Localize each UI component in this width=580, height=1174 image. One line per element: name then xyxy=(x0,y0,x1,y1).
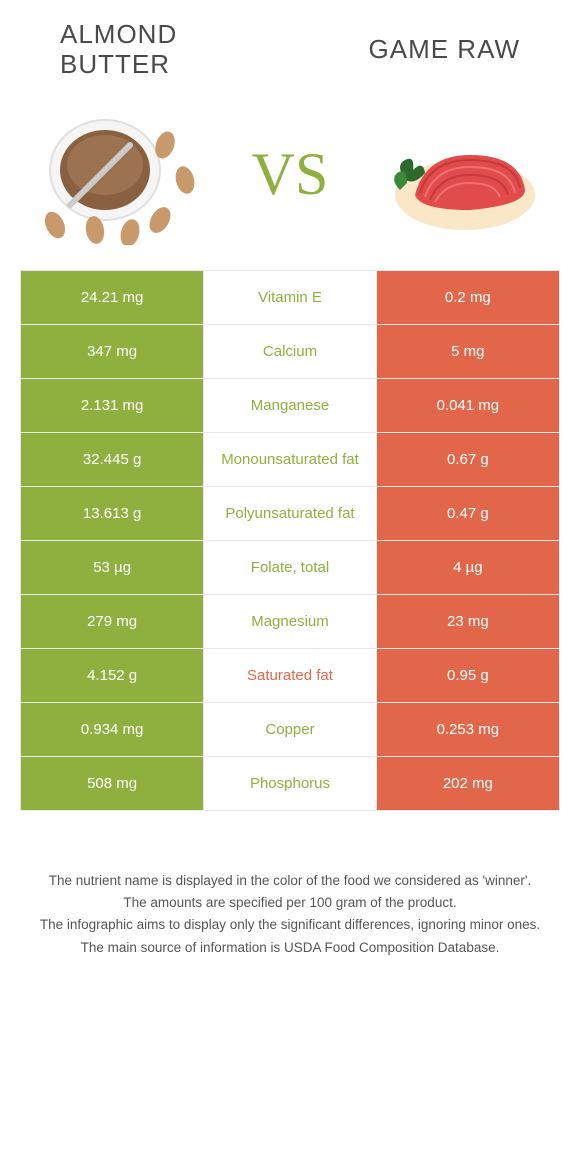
comparison-table-wrap: 24.21 mgVitamin E0.2 mg347 mgCalcium5 mg… xyxy=(0,270,580,811)
table-row: 53 µgFolate, total4 µg xyxy=(21,540,560,594)
nutrient-label: Manganese xyxy=(204,378,376,432)
footnote-line: The amounts are specified per 100 gram o… xyxy=(30,893,550,913)
value-left: 279 mg xyxy=(21,594,204,648)
value-left: 13.613 g xyxy=(21,486,204,540)
footnote-line: The infographic aims to display only the… xyxy=(30,915,550,935)
nutrient-label: Polyunsaturated fat xyxy=(204,486,376,540)
table-row: 32.445 gMonounsaturated fat0.67 g xyxy=(21,432,560,486)
images-row: VS xyxy=(0,90,580,270)
table-row: 24.21 mgVitamin E0.2 mg xyxy=(21,270,560,324)
footnote-line: The nutrient name is displayed in the co… xyxy=(30,871,550,891)
value-left: 508 mg xyxy=(21,756,204,810)
value-right: 23 mg xyxy=(376,594,559,648)
table-row: 0.934 mgCopper0.253 mg xyxy=(21,702,560,756)
nutrient-label: Monounsaturated fat xyxy=(204,432,376,486)
value-left: 4.152 g xyxy=(21,648,204,702)
value-right: 0.253 mg xyxy=(376,702,559,756)
value-left: 347 mg xyxy=(21,324,204,378)
nutrient-label: Calcium xyxy=(204,324,376,378)
value-right: 0.67 g xyxy=(376,432,559,486)
value-right: 0.95 g xyxy=(376,648,559,702)
footnotes: The nutrient name is displayed in the co… xyxy=(0,811,580,980)
value-right: 202 mg xyxy=(376,756,559,810)
almond-butter-image xyxy=(30,100,210,250)
table-row: 347 mgCalcium5 mg xyxy=(21,324,560,378)
title-left: ALMONDBUTTER xyxy=(40,20,290,80)
value-right: 4 µg xyxy=(376,540,559,594)
value-right: 5 mg xyxy=(376,324,559,378)
title-right: GAME RAW xyxy=(290,35,540,65)
value-right: 0.041 mg xyxy=(376,378,559,432)
header: ALMONDBUTTER GAME RAW xyxy=(0,0,580,90)
table-row: 2.131 mgManganese0.041 mg xyxy=(21,378,560,432)
table-row: 13.613 gPolyunsaturated fat0.47 g xyxy=(21,486,560,540)
value-left: 24.21 mg xyxy=(21,270,204,324)
comparison-table: 24.21 mgVitamin E0.2 mg347 mgCalcium5 mg… xyxy=(20,270,560,811)
table-row: 508 mgPhosphorus202 mg xyxy=(21,756,560,810)
value-right: 0.47 g xyxy=(376,486,559,540)
nutrient-label: Saturated fat xyxy=(204,648,376,702)
vs-label: VS xyxy=(252,140,329,209)
value-left: 2.131 mg xyxy=(21,378,204,432)
value-left: 0.934 mg xyxy=(21,702,204,756)
value-left: 32.445 g xyxy=(21,432,204,486)
nutrient-label: Vitamin E xyxy=(204,270,376,324)
footnote-line: The main source of information is USDA F… xyxy=(30,938,550,958)
nutrient-label: Magnesium xyxy=(204,594,376,648)
nutrient-label: Folate, total xyxy=(204,540,376,594)
value-left: 53 µg xyxy=(21,540,204,594)
value-right: 0.2 mg xyxy=(376,270,559,324)
table-row: 279 mgMagnesium23 mg xyxy=(21,594,560,648)
game-raw-image xyxy=(370,100,550,250)
nutrient-label: Copper xyxy=(204,702,376,756)
nutrient-label: Phosphorus xyxy=(204,756,376,810)
table-row: 4.152 gSaturated fat0.95 g xyxy=(21,648,560,702)
